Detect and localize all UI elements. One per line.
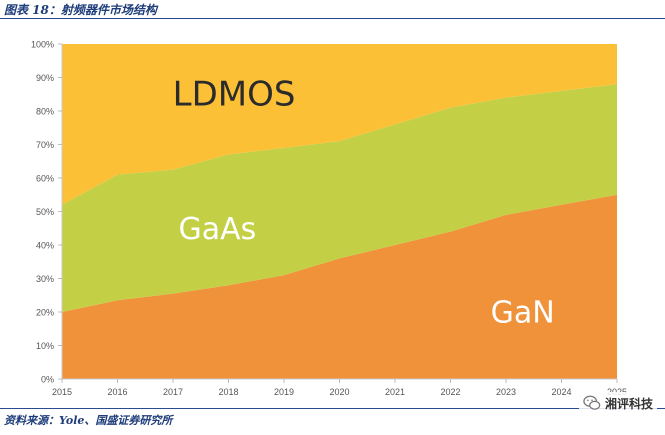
x-tick-label: 2016 [107,387,127,397]
stacked-area-chart: 0%10%20%30%40%50%60%70%80%90%100% 2015 20… [31,40,627,398]
x-tick-label: 2020 [329,387,349,397]
x-tick-label: 2022 [440,387,460,397]
footer-divider [0,408,665,409]
area-label-gan: GaN [491,296,555,331]
y-tick-label: 50% [36,207,54,217]
x-axis: 2015 2016 2017 2018 2019 2020 2021 2022 2023 2024… [52,378,627,397]
x-tick-label: 2018 [218,387,238,397]
figure-title: 图表 18：射频器件市场结构 [4,3,157,17]
wechat-icon [583,395,601,410]
area-ldmos [62,44,617,205]
figure-footer: 资料来源：Yole、国盛证券研究所 [0,408,665,435]
area-label-ldmos: LDMOS [173,74,296,114]
x-tick-label: 2019 [274,387,294,397]
header-divider [0,18,665,19]
x-tick-label: 2024 [551,387,571,397]
y-tick-label: 0% [41,375,54,385]
x-tick-label: 2015 [52,387,72,397]
area-labels: LDMOS GaAs GaN [173,74,555,330]
x-tick-label: 2021 [385,387,405,397]
area-gan [62,194,617,379]
y-tick-label: 90% [36,73,54,83]
y-tick-label: 30% [36,274,54,284]
y-tick-label: 70% [36,140,54,150]
y-axis: 0% 10% 20% 30% 40% 50% 60% 70% 80% 90% 100% [31,40,63,385]
watermark: 湘评科技 [578,392,657,414]
area-label-gaas: GaAs [179,212,257,247]
area-gaas [62,84,617,312]
source-note: 资料来源：Yole、国盛证券研究所 [4,414,173,427]
watermark-text: 湘评科技 [604,396,653,411]
figure-header: 图表 18：射频器件市场结构 [0,0,665,20]
y-tick-label: 10% [36,341,54,351]
y-tick-label: 60% [36,174,54,184]
y-tick-label: 80% [36,107,54,117]
y-tick-label: 100% [31,40,54,50]
chart-container: 0% 10% 20% 30% 40% 50% 60% 70% 80% 90% 100% 2015 20… [0,22,665,410]
y-tick-label: 20% [36,308,54,318]
x-tick-label: 2017 [163,387,183,397]
area-series-group [62,44,617,379]
x-tick-label: 2023 [496,387,516,397]
y-tick-label: 40% [36,241,54,251]
